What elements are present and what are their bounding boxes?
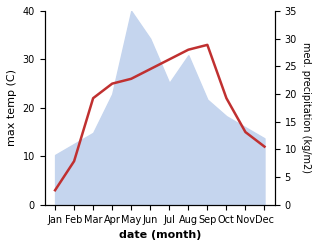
X-axis label: date (month): date (month): [119, 230, 201, 240]
Y-axis label: max temp (C): max temp (C): [7, 69, 17, 146]
Y-axis label: med. precipitation (kg/m2): med. precipitation (kg/m2): [301, 42, 311, 173]
